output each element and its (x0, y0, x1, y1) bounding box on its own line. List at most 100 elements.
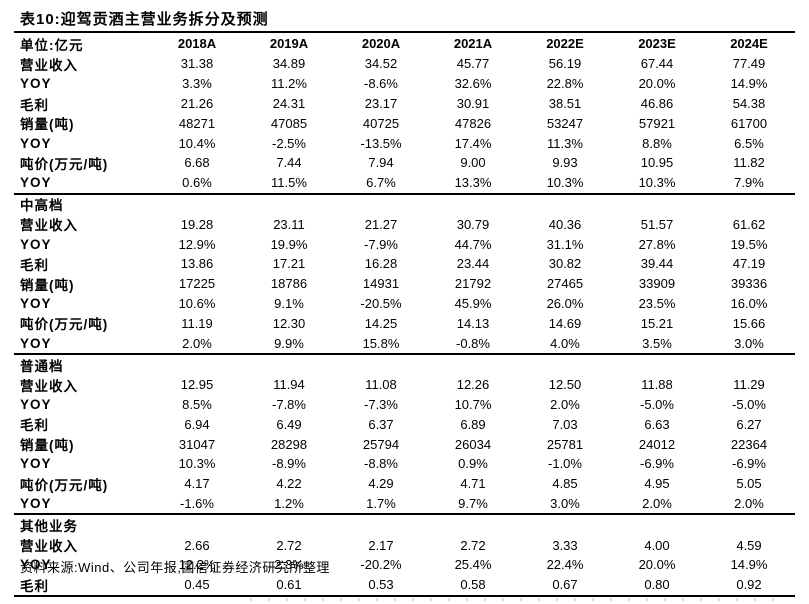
table-cell: 12.95 (180, 377, 214, 393)
table-row: 吨价(万元/吨) 6.68 7.44 7.94 9.00 9.93 10.95 11.82 (14, 153, 795, 173)
table-cell: 4.85 (552, 476, 578, 492)
row-label: 销量(吨) (20, 117, 75, 133)
table-cell: 47.19 (732, 256, 766, 272)
table-cell: 39336 (730, 276, 768, 292)
table-cell: 11.5% (271, 175, 307, 191)
table-cell: 77.49 (732, 56, 766, 72)
table-cell: 23.17 (364, 95, 398, 111)
column-header-2019A: 2019A (269, 36, 309, 51)
table-header-row: 单位:亿元 2018A 2019A 2020A 2021A 2022E 2023E 2024… (14, 33, 795, 54)
section-header-row: 普通档 (14, 352, 795, 375)
table-cell: 27465 (546, 276, 584, 292)
table-cell: 9.93 (552, 155, 578, 171)
table-cell: 17.4% (454, 135, 492, 151)
table-cell: 10.7% (454, 396, 492, 412)
table-cell: 14.9% (730, 557, 768, 573)
table-cell: 19.5% (730, 236, 768, 252)
table-cell: 9.1% (274, 295, 304, 311)
table-cell: 6.37 (368, 416, 394, 432)
table-cell: 20.0% (638, 557, 676, 573)
table-row: 营业收入 19.28 23.11 21.27 30.79 40.36 51.57 61.62 (14, 214, 795, 234)
unit-label: 单位:亿元 (20, 37, 84, 53)
table-cell: 30.91 (456, 95, 490, 111)
table-cell: 15.8% (362, 335, 400, 351)
row-label: YOY (20, 335, 52, 351)
table-cell: 21.27 (364, 216, 398, 232)
table-cell: 12.2% (178, 557, 216, 573)
table-cell: 33909 (638, 276, 676, 292)
table-cell: 6.27 (736, 416, 762, 432)
table-cell: 6.49 (276, 416, 302, 432)
table-cell: 39.44 (640, 256, 674, 272)
table-cell: 11.82 (733, 155, 765, 171)
table-cell: 46.86 (640, 95, 674, 111)
table-cell: 67.44 (640, 56, 674, 72)
table-cell: 13.3% (454, 175, 492, 191)
row-label: 吨价(万元/吨) (20, 477, 109, 493)
column-header-2023E: 2023E (638, 36, 676, 51)
table-row: YOY -1.6% 1.2% 1.7% 9.7% 3.0% 2.0% 2.0% (14, 494, 795, 514)
table-row: 吨价(万元/吨) 4.17 4.22 4.29 4.71 4.85 4.95 5.05 (14, 474, 795, 494)
table-cell: 51.57 (640, 216, 674, 232)
row-label: YOY (20, 175, 52, 191)
table-cell: 19.28 (180, 216, 214, 232)
table-cell: -7.3% (364, 396, 398, 412)
table-cell: 2.0% (734, 495, 764, 511)
table-cell: 12.50 (548, 377, 582, 393)
table-cell: 0.53 (368, 577, 394, 593)
row-label: 吨价(万元/吨) (20, 317, 109, 333)
table-cell: 4.95 (644, 476, 670, 492)
table-cell: 1.7% (366, 495, 396, 511)
table-cell: 53247 (546, 115, 584, 131)
table-cell: 32.6% (454, 76, 492, 92)
table-cell: 0.80 (644, 577, 670, 593)
table-cell: -20.5% (360, 295, 402, 311)
business-breakdown-table: 单位:亿元 2018A 2019A 2020A 2021A 2022E 2023E 2024… (14, 31, 795, 597)
table-cell: 3.3% (182, 76, 212, 92)
table-cell: -1.0% (548, 456, 582, 472)
row-label: YOY (20, 557, 52, 573)
table-cell: -7.8% (272, 396, 306, 412)
table-cell: 47826 (454, 115, 492, 131)
table-cell: 2.66 (184, 537, 210, 553)
row-label: YOY (20, 236, 52, 252)
table-cell: -1.6% (180, 495, 214, 511)
table-cell: 14931 (362, 276, 400, 292)
table-cell: 7.94 (368, 155, 394, 171)
table-row: YOY 0.6% 11.5% 6.7% 13.3% 10.3% 10.3% 7.9% (14, 173, 795, 193)
column-header-2018A: 2018A (177, 36, 217, 51)
table-title: 表10:迎驾贡酒主营业务拆分及预测 (20, 11, 269, 28)
row-label: YOY (20, 135, 52, 151)
table-cell: 48271 (178, 115, 216, 131)
table-cell: 2.72 (276, 537, 302, 553)
table-cell: -5.0% (640, 396, 674, 412)
cut-off-text-remnant (250, 598, 790, 601)
table-cell: 4.29 (368, 476, 394, 492)
table-cell: 22.4% (546, 557, 584, 573)
row-label: 销量(吨) (20, 438, 75, 454)
row-label: 吨价(万元/吨) (20, 156, 109, 172)
table-cell: -8.6% (364, 76, 398, 92)
table-cell: 28298 (270, 436, 308, 452)
table-cell: 1.2% (274, 495, 304, 511)
table-row: 毛利 6.94 6.49 6.37 6.89 7.03 6.63 6.27 (14, 414, 795, 434)
row-label: 营业收入 (20, 539, 78, 555)
table-cell: 19.9% (270, 236, 308, 252)
table-cell: 12.26 (456, 377, 490, 393)
table-cell: 23.44 (456, 256, 490, 272)
row-label: 销量(吨) (20, 277, 75, 293)
table-cell: -5.0% (732, 396, 766, 412)
table-row: 营业收入 31.38 34.89 34.52 45.77 56.19 67.44 77.49 (14, 54, 795, 74)
table-cell: 11.88 (641, 377, 673, 393)
table-cell: 44.7% (454, 236, 492, 252)
table-cell: 22.8% (546, 76, 584, 92)
table-cell: 14.13 (456, 315, 490, 331)
table-cell: 61.62 (732, 216, 766, 232)
column-header-2020A: 2020A (361, 36, 401, 51)
table-cell: 10.3% (638, 175, 676, 191)
table-row: YOY 8.5% -7.8% -7.3% 10.7% 2.0% -5.0% -5.0% (14, 395, 795, 415)
row-label: YOY (20, 76, 52, 92)
table-cell: -6.9% (640, 456, 674, 472)
table-cell: 31047 (178, 436, 216, 452)
table-cell: -8.8% (364, 456, 398, 472)
